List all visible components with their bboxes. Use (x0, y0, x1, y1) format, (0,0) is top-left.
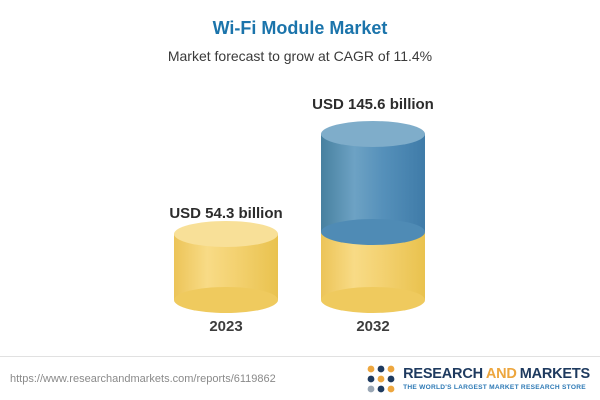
value-label-2023: USD 54.3 billion (169, 205, 283, 222)
source-url[interactable]: https://www.researchandmarkets.com/repor… (10, 372, 276, 385)
logo-wordmark: RESEARCH AND MARKETS (403, 366, 590, 382)
research-and-markets-logo: RESEARCH AND MARKETS THE WORLD'S LARGEST M… (366, 364, 590, 394)
logo-mark-icon (367, 365, 395, 392)
logo-text: RESEARCH AND MARKETS THE WORLD'S LARGEST M… (403, 366, 590, 391)
logo-word-markets: MARKETS (519, 366, 590, 382)
plot-area: USD 54.3 billion USD 145.6 billion 2023 … (169, 96, 434, 335)
bar-2032-growth-segment (321, 121, 425, 245)
logo-word-research: RESEARCH (403, 366, 483, 382)
bar-2023-cylinder (174, 221, 278, 313)
logo-tagline: THE WORLD'S LARGEST MARKET RESEARCH STOR… (403, 384, 586, 391)
x-tick-2032: 2032 (356, 318, 390, 335)
value-label-2032: USD 145.6 billion (312, 96, 434, 113)
chart-header: Wi-Fi Module Market Market forecast to g… (0, 18, 600, 64)
footer: https://www.researchandmarkets.com/repor… (0, 356, 600, 400)
chart-subtitle: Market forecast to grow at CAGR of 11.4% (167, 48, 433, 64)
x-tick-2023: 2023 (209, 318, 243, 335)
chart-title: Wi-Fi Module Market (212, 18, 388, 38)
logo-word-and: AND (485, 366, 517, 382)
